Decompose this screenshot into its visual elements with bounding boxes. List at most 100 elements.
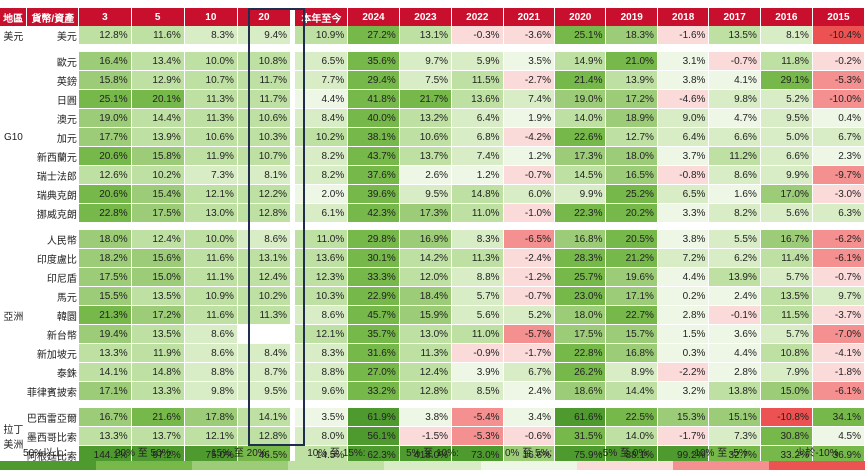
value-cell: 12.2% bbox=[237, 184, 292, 204]
value-cell: 99.2% bbox=[657, 445, 710, 465]
asset-name: 韓圜 bbox=[56, 311, 77, 323]
value-cell: 15.9% bbox=[399, 305, 453, 325]
column-gap bbox=[290, 127, 295, 147]
value-cell: 5.0% bbox=[760, 127, 813, 147]
value-cell: -1.5% bbox=[399, 426, 453, 446]
asset-name: 挪威克朗 bbox=[36, 209, 77, 221]
value-cell: 11.6% bbox=[184, 248, 238, 268]
value-cell: 6.4% bbox=[657, 127, 710, 147]
value-cell: 9.8% bbox=[184, 381, 238, 401]
value-cell: -2.2% bbox=[657, 362, 710, 382]
value-cell: 2.0% bbox=[294, 184, 349, 204]
value-cell: 42.3% bbox=[347, 203, 400, 223]
asset-name: 印尼盾 bbox=[46, 273, 77, 285]
asset-name: 歐元 bbox=[56, 57, 77, 69]
table-row: 墨西哥比索 13.3% 13.7% 12.1% 12.8% 8.0% 56.1% -1.5% -… bbox=[0, 426, 865, 446]
value-cell: 3.9% bbox=[451, 362, 504, 382]
value-cell: 6.3% bbox=[812, 203, 865, 223]
value-cell: 12.8% bbox=[237, 203, 292, 223]
value-cell: 10.6% bbox=[237, 108, 292, 128]
value-cell: 11.0% bbox=[294, 230, 349, 249]
value-cell: -9.7% bbox=[812, 165, 865, 185]
value-cell: 61.6% bbox=[554, 408, 607, 427]
value-cell: 7.4% bbox=[451, 146, 504, 166]
value-cell: 9.8% bbox=[708, 89, 761, 109]
legend-swatch bbox=[768, 461, 865, 470]
value-cell: 12.8% bbox=[237, 426, 292, 446]
region-label: 美元 bbox=[3, 31, 24, 43]
value-cell: 3.2% bbox=[657, 381, 710, 401]
column-gap bbox=[290, 445, 295, 465]
value-cell: 14.8% bbox=[131, 362, 185, 382]
value-cell: 21.6% bbox=[131, 408, 185, 427]
value-cell: 11.1% bbox=[184, 267, 238, 287]
asset-name: 瑞士法郎 bbox=[36, 171, 77, 183]
value-cell: 15.6% bbox=[131, 248, 185, 268]
value-cell: 17.1% bbox=[78, 381, 132, 401]
value-cell: 7.9% bbox=[760, 362, 813, 382]
value-cell: 3.5% bbox=[294, 408, 349, 427]
value-cell: 27.2% bbox=[347, 26, 400, 45]
legend-swatch bbox=[672, 461, 769, 470]
asset-name: 日圓 bbox=[56, 95, 77, 107]
value-cell: 7.2% bbox=[657, 248, 710, 268]
value-cell: 13.6% bbox=[451, 89, 504, 109]
value-cell: 6.0% bbox=[503, 184, 556, 204]
legend-label: 20% 至 50%: bbox=[114, 448, 174, 459]
column-gap bbox=[290, 108, 295, 128]
value-cell: 7.3% bbox=[708, 426, 761, 446]
value-cell: 6.2% bbox=[708, 248, 761, 268]
value-cell: -2.4% bbox=[503, 248, 556, 268]
value-cell: -5.3% bbox=[812, 70, 865, 90]
value-cell: 12.3% bbox=[294, 267, 349, 287]
value-cell: 18.4% bbox=[399, 286, 453, 306]
value-cell: -0.9% bbox=[451, 343, 504, 363]
value-cell: 12.7% bbox=[605, 127, 658, 147]
column-header: 2019 bbox=[605, 8, 658, 26]
table-row: 新加坡元 13.3% 11.9% 8.6% 8.4% 8.3% 31.6% 11.3% -0.9… bbox=[0, 343, 865, 363]
value-cell: 15.0% bbox=[760, 381, 813, 401]
value-cell: 9.5% bbox=[237, 381, 292, 401]
asset-name: 新加坡元 bbox=[36, 349, 77, 361]
column-header: 3 bbox=[78, 8, 132, 26]
value-cell: 5.6% bbox=[760, 203, 813, 223]
value-cell: 14.0% bbox=[554, 108, 607, 128]
value-cell: 10.9% bbox=[184, 286, 238, 306]
value-cell: 17.3% bbox=[554, 146, 607, 166]
value-cell: 3.5% bbox=[503, 52, 556, 71]
value-cell: 17.7% bbox=[78, 127, 132, 147]
value-cell: 18.0% bbox=[78, 230, 132, 249]
value-cell: 8.2% bbox=[708, 203, 761, 223]
value-cell: 15.1% bbox=[708, 408, 761, 427]
table-row: 瑞士法郎 12.6% 10.2% 7.3% 8.1% 8.2% 37.6% 2.6% 1.2% -… bbox=[0, 165, 865, 185]
value-cell: 14.5% bbox=[554, 165, 607, 185]
value-cell: 14.2% bbox=[399, 248, 453, 268]
value-cell: 97.2% bbox=[131, 445, 185, 465]
value-cell bbox=[237, 324, 292, 344]
value-cell: 37.6% bbox=[347, 165, 400, 185]
value-cell: 15.8% bbox=[78, 70, 132, 90]
value-cell: 2.8% bbox=[708, 362, 761, 382]
value-cell: 8.5% bbox=[451, 381, 504, 401]
value-cell: -3.0% bbox=[812, 184, 865, 204]
legend-label: 50%以上： bbox=[23, 448, 74, 459]
column-header: 2020 bbox=[554, 8, 607, 26]
value-cell: 13.3% bbox=[131, 381, 185, 401]
value-cell: 11.7% bbox=[237, 70, 292, 90]
value-cell: 13.9% bbox=[708, 267, 761, 287]
value-cell: 9.6% bbox=[294, 381, 349, 401]
value-cell: 8.8% bbox=[451, 267, 504, 287]
value-cell: 11.2% bbox=[708, 146, 761, 166]
value-cell: 19.0% bbox=[554, 89, 607, 109]
value-cell: 16.9% bbox=[399, 230, 453, 249]
value-cell: 1.6% bbox=[708, 184, 761, 204]
value-cell: -4.6% bbox=[657, 89, 710, 109]
column-gap bbox=[290, 70, 295, 90]
value-cell: -1.6% bbox=[657, 26, 710, 45]
column-header: 20 bbox=[237, 8, 292, 26]
value-cell: 15.8% bbox=[131, 146, 185, 166]
column-header: 地區 bbox=[0, 8, 28, 26]
value-cell: 12.1% bbox=[294, 324, 349, 344]
value-cell: 19.0% bbox=[78, 108, 132, 128]
column-header: 2024 bbox=[347, 8, 400, 26]
